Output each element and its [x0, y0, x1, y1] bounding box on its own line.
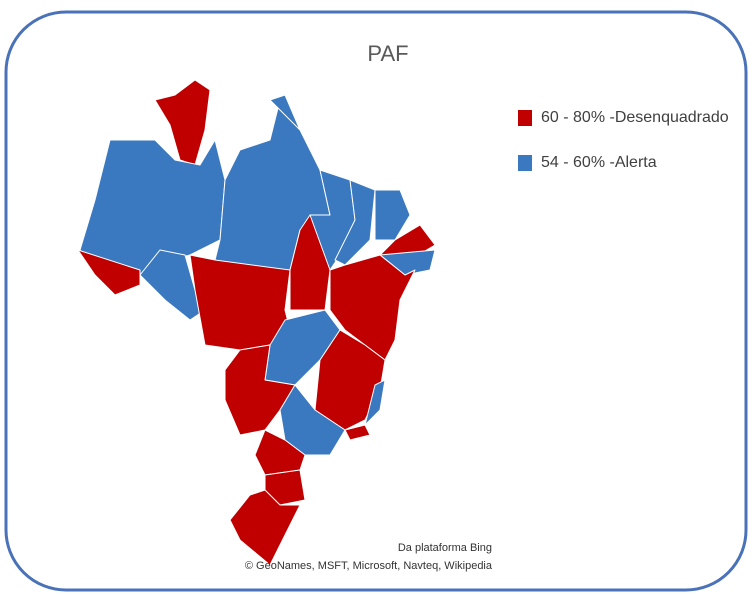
legend-label: 60 - 80% -Desenquadrado	[541, 109, 729, 126]
map	[77, 79, 436, 566]
region	[77, 249, 141, 296]
legend-label: 54 - 60% -Alerta	[541, 154, 657, 171]
legend-swatch	[518, 155, 532, 171]
attribution: Da plataforma Bing	[398, 542, 492, 554]
region	[154, 79, 211, 166]
region	[374, 189, 411, 241]
region	[264, 469, 306, 506]
region	[329, 254, 416, 361]
region	[364, 379, 386, 426]
legend-swatch	[518, 110, 532, 126]
region	[224, 344, 296, 436]
region	[269, 94, 301, 131]
region	[344, 424, 371, 441]
map-title: PAF	[367, 41, 408, 66]
legend: 60 - 80% -Desenquadrado 54 - 60% -Alerta	[518, 109, 729, 171]
region	[229, 489, 301, 566]
attribution: © GeoNames, MSFT, Microsoft, Navteq, Wik…	[245, 560, 493, 572]
